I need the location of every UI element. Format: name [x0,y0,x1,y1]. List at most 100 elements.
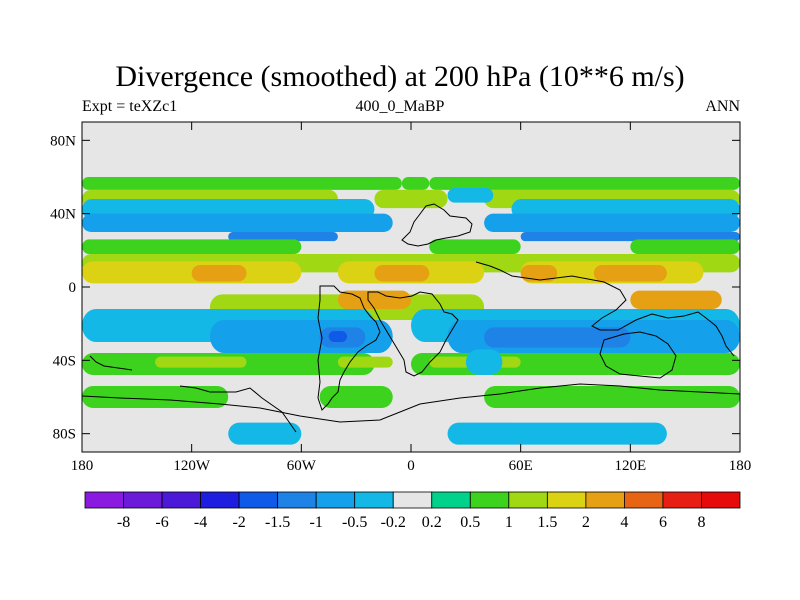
plot-background [82,122,740,452]
contour-band-8-3 [593,265,667,282]
contour-band-13-0 [319,327,366,348]
contour-band-20-0 [447,188,494,203]
colorbar-label-8: 0.2 [422,514,442,531]
colorbar-box-10 [469,491,510,509]
contour-band-7-1 [337,261,485,284]
period-label: 400_0_MaBP [355,98,445,115]
colorbar-label-13: 4 [620,514,628,531]
contour-band-9-0 [209,294,485,320]
colorbar-box-13 [585,491,625,509]
colorbar-box-2 [161,491,201,509]
colorbar-label-1: -6 [155,514,168,531]
colorbar-label-2: -4 [194,514,207,531]
contour-band-2-1 [511,199,740,220]
contour-band-8-2 [520,265,558,282]
colorbar-label-12: 2 [582,514,590,531]
colorbar-box-0 [84,491,124,509]
contour-band-6-0 [82,254,740,273]
contour-band-15-1 [411,353,740,375]
colorbar-box-11 [508,491,548,509]
y-tick-label-1: 40N [50,207,76,223]
north-america-coastline [89,355,133,371]
contour-band-0-2 [429,177,740,190]
contour-band-4-1 [520,232,740,242]
contour-band-7-0 [82,261,302,284]
x-tick-label-5: 120E [614,458,646,474]
season-label: ANN [705,98,740,115]
contour-band-5-0 [82,239,302,254]
contour-band-1-1 [374,189,448,209]
colorbar-label-11: 1.5 [537,514,557,531]
plot-frame [81,121,741,453]
colorbar-label-0: -8 [117,514,130,531]
contour-band-17-1 [319,386,393,408]
contour-band-8-0 [191,265,247,282]
x-tick-label-6: 180 [729,458,752,474]
x-tick-label-2: 60W [287,458,317,474]
contour-band-1-2 [484,189,740,209]
greenland-coastline [179,385,297,433]
contour-band-12-1 [447,320,740,353]
colorbar-label-7: -0.2 [381,514,406,531]
colorbar-box-6 [315,491,356,509]
colorbar-label-14: 6 [659,514,667,531]
y-tick-label-2: 0 [69,280,77,296]
chart-title: Divergence (smoothed) at 200 hPa (10**6 … [115,60,685,93]
south-america-coastline [317,285,381,411]
contour-band-2-0 [82,199,375,220]
contour-band-12-0 [209,320,393,353]
europe-coastline [401,203,473,247]
contour-band-4-0 [228,232,338,242]
contour-band-7-2 [520,261,704,284]
colorbar-box-15 [662,491,702,509]
colorbar-box-9 [431,491,471,509]
contour-band-17-2 [484,386,740,408]
colorbar-label-5: -1 [310,514,323,531]
contour-band-17-0 [82,386,229,408]
x-tick-label-0: 180 [71,458,94,474]
x-tick-label-1: 120W [173,458,211,474]
contour-band-16-2 [429,356,521,368]
colorbar-box-14 [624,491,664,509]
colorbar-box-7 [354,491,394,509]
colorbar-label-15: 8 [697,514,705,531]
contour-band-11-1 [411,309,740,342]
australia-coastline [599,331,677,379]
contour-band-0-1 [401,177,430,190]
colorbar-box-1 [123,491,163,509]
contour-band-19-0 [465,349,503,375]
contour-band-1-0 [82,189,338,209]
colorbar-label-3: -2 [232,514,245,531]
contour-band-18-1 [447,422,667,445]
colorbar-box-3 [200,491,240,509]
contour-band-8-1 [374,265,430,282]
colorbar-box-4 [238,491,279,509]
contour-band-3-0 [82,213,393,232]
contour-band-3-1 [484,213,740,232]
africa-coastline [367,291,459,377]
contour-band-5-1 [429,239,521,254]
colorbar-label-4: -1.5 [265,514,290,531]
contour-band-13-1 [484,327,631,348]
colorbar-box-5 [277,491,317,509]
contour-band-5-2 [630,239,740,254]
x-tick-label-3: 0 [407,458,415,474]
contour-band-15-0 [82,353,375,375]
colorbar-label-6: -0.5 [342,514,367,531]
x-tick-label-4: 60E [509,458,533,474]
contour-band-16-0 [155,356,247,368]
contour-band-14-0 [328,331,348,342]
colorbar-label-9: 0.5 [460,514,480,531]
y-tick-label-0: 80N [50,133,76,149]
colorbar-label-10: 1 [505,514,513,531]
contour-band-11-0 [82,309,375,342]
antarctica-coastline [82,383,740,423]
asia-coastline [475,261,735,357]
colorbar-box-12 [546,491,587,509]
y-tick-label-3: 40S [53,353,76,369]
colorbar-box-16 [701,491,741,509]
contour-band-10-0 [337,290,411,309]
contour-band-10-1 [630,290,722,309]
contour-band-16-1 [337,356,393,368]
colorbar-box-8 [392,491,433,509]
